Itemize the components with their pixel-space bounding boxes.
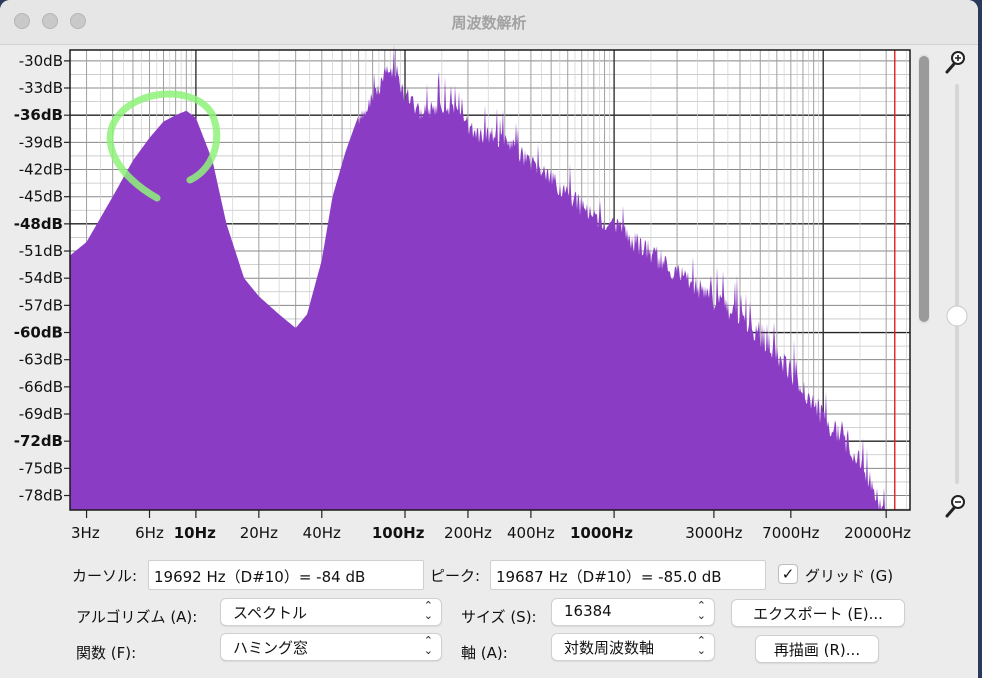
- window-title: 周波数解析: [451, 14, 527, 32]
- db-tick-label: -78dB: [19, 487, 63, 505]
- peak-label: ピーク:: [430, 567, 481, 585]
- close-window-button[interactable]: [14, 13, 30, 29]
- axis-label: 軸 (A):: [461, 644, 508, 662]
- db-tick-label: -33dB: [19, 79, 63, 97]
- frequency-tick-label: 1000Hz: [570, 524, 633, 542]
- green-circle-annotation: [106, 90, 221, 202]
- frequency-tick-label: 40Hz: [303, 524, 341, 542]
- db-tick-label: -57dB: [19, 296, 63, 314]
- function-label: 関数 (F):: [76, 644, 137, 662]
- db-tick-label: -72dB: [14, 432, 63, 450]
- db-tick-label: -48dB: [14, 215, 63, 233]
- scrollbar-thumb[interactable]: [919, 56, 929, 322]
- frequency-tick-label: 6Hz: [135, 524, 164, 542]
- db-tick-label: -45dB: [19, 188, 63, 206]
- db-tick-label: -30dB: [19, 52, 63, 70]
- frequency-axis: 3Hz 6Hz 10Hz 20Hz 40Hz 100Hz 200Hz 400Hz 1000Hz 3…: [71, 510, 911, 542]
- frequency-tick-label: 10Hz: [174, 524, 216, 542]
- frequency-tick-label: 7000Hz: [762, 524, 819, 542]
- peak-value-field[interactable]: 19687 Hz（D#10）= -85.0 dB: [490, 560, 766, 590]
- size-selected: 16384: [564, 602, 612, 620]
- algorithm-select[interactable]: スペクトル ⌃ ⌄: [220, 598, 442, 626]
- zoom-slider-handle[interactable]: [946, 305, 968, 327]
- frequency-tick-label: 20Hz: [240, 524, 278, 542]
- zoom-slider-track[interactable]: [955, 84, 959, 484]
- title-bar: 周波数解析: [0, 0, 978, 45]
- db-tick-label: -60dB: [14, 324, 63, 342]
- algorithm-label: アルゴリズム (A):: [76, 608, 198, 626]
- chevron-updown-icon: ⌃ ⌄: [423, 634, 433, 657]
- export-button[interactable]: エクスポート (E)...: [731, 599, 905, 627]
- db-tick-label: -42dB: [19, 161, 63, 179]
- frequency-tick-label: 100Hz: [372, 524, 425, 542]
- db-tick-label: -36dB: [14, 106, 63, 124]
- spectrum-fill: [70, 45, 887, 510]
- zoom-in-icon[interactable]: [945, 51, 965, 74]
- db-tick-label: -75dB: [19, 459, 63, 477]
- chevron-updown-icon: ⌃ ⌄: [696, 634, 706, 657]
- db-tick-label: -54dB: [19, 269, 63, 287]
- algorithm-selected: スペクトル: [233, 604, 307, 622]
- replot-button[interactable]: 再描画 (R)...: [755, 635, 879, 663]
- axis-selected: 対数周波数軸: [564, 639, 655, 657]
- cursor-value-field[interactable]: 19692 Hz（D#10）= -84 dB: [148, 560, 424, 590]
- db-tick-label: -69dB: [19, 405, 63, 423]
- chevron-updown-icon: ⌃ ⌄: [696, 599, 706, 622]
- axis-select[interactable]: 対数周波数軸 ⌃ ⌄: [551, 633, 715, 661]
- function-selected: ハミング窓: [233, 639, 309, 657]
- cursor-label: カーソル:: [72, 567, 138, 585]
- grid-checkbox[interactable]: ✓: [778, 564, 798, 584]
- size-select[interactable]: 16384 ⌃ ⌄: [551, 598, 715, 626]
- function-select[interactable]: ハミング窓 ⌃ ⌄: [220, 633, 442, 661]
- plot-border: [69, 49, 911, 511]
- frequency-tick-label: 20000Hz: [844, 524, 911, 542]
- db-tick-label: -51dB: [19, 242, 63, 260]
- chevron-updown-icon: ⌃ ⌄: [423, 599, 433, 622]
- frequency-tick-label: 200Hz: [444, 524, 492, 542]
- frequency-tick-label: 400Hz: [507, 524, 555, 542]
- frequency-tick-label: 3Hz: [71, 524, 100, 542]
- grid-label: グリッド (G): [805, 567, 894, 585]
- db-axis: -30dB -33dB -36dB -39dB -42dB -45dB -48dB -51dB…: [14, 52, 70, 505]
- db-tick-label: -66dB: [19, 378, 63, 396]
- db-tick-label: -39dB: [19, 133, 63, 151]
- zoom-window-button[interactable]: [70, 13, 86, 29]
- minimize-window-button[interactable]: [42, 13, 58, 29]
- size-label: サイズ (S):: [461, 608, 537, 626]
- spectrum-plot-area: -30dB -33dB -36dB -39dB -42dB -45dB -48dB -51dB…: [14, 45, 968, 542]
- db-tick-label: -63dB: [19, 351, 63, 369]
- frequency-tick-label: 3000Hz: [685, 524, 742, 542]
- zoom-out-icon[interactable]: [945, 495, 965, 518]
